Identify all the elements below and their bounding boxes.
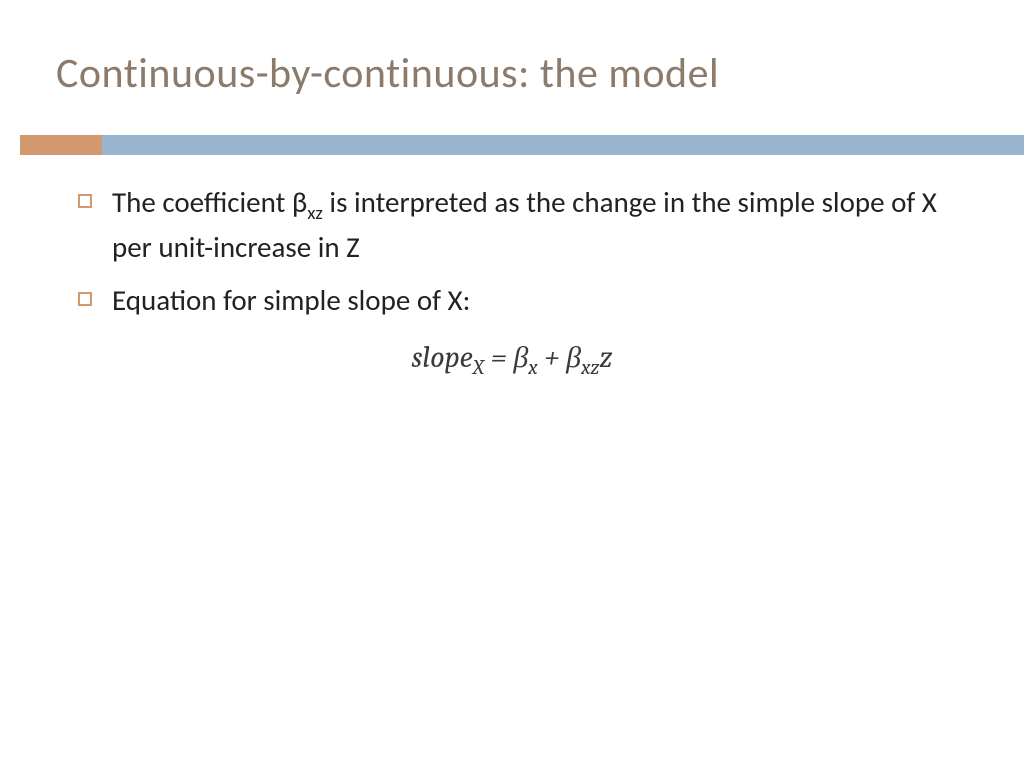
eq-plus: +: [538, 340, 567, 375]
bullet-item: Equation for simple slope of X:: [78, 280, 954, 321]
eq-lhs-sub: X: [473, 356, 484, 380]
eq-term1: β: [513, 340, 528, 375]
accent-bar-orange: [20, 135, 102, 155]
eq-term1-sub: x: [528, 356, 537, 380]
equation: slopeX = βx + βxzz: [412, 340, 613, 380]
bullet-text: The coefficient βxz is interpreted as th…: [112, 182, 954, 268]
slide: Continuous-by-continuous: the model The …: [0, 0, 1024, 768]
equation-container: slopeX = βx + βxzz: [0, 340, 1024, 380]
eq-term2-sub: xz: [581, 356, 599, 380]
bullet-subscript: xz: [307, 202, 323, 225]
square-bullet-icon: [78, 292, 92, 306]
square-bullet-icon: [78, 194, 92, 208]
accent-bar-blue: [102, 135, 1024, 155]
bullet-prefix: The coefficient β: [112, 184, 307, 220]
content-area: The coefficient βxz is interpreted as th…: [78, 182, 954, 332]
bullet-text: Equation for simple slope of X:: [112, 280, 470, 321]
eq-term2: β: [566, 340, 581, 375]
slide-title: Continuous-by-continuous: the model: [56, 48, 984, 99]
bullet-prefix: Equation for simple slope of X:: [112, 282, 470, 318]
eq-lhs: slope: [412, 340, 473, 375]
eq-equals: =: [484, 340, 513, 375]
eq-tail: z: [599, 340, 612, 375]
bullet-item: The coefficient βxz is interpreted as th…: [78, 182, 954, 268]
